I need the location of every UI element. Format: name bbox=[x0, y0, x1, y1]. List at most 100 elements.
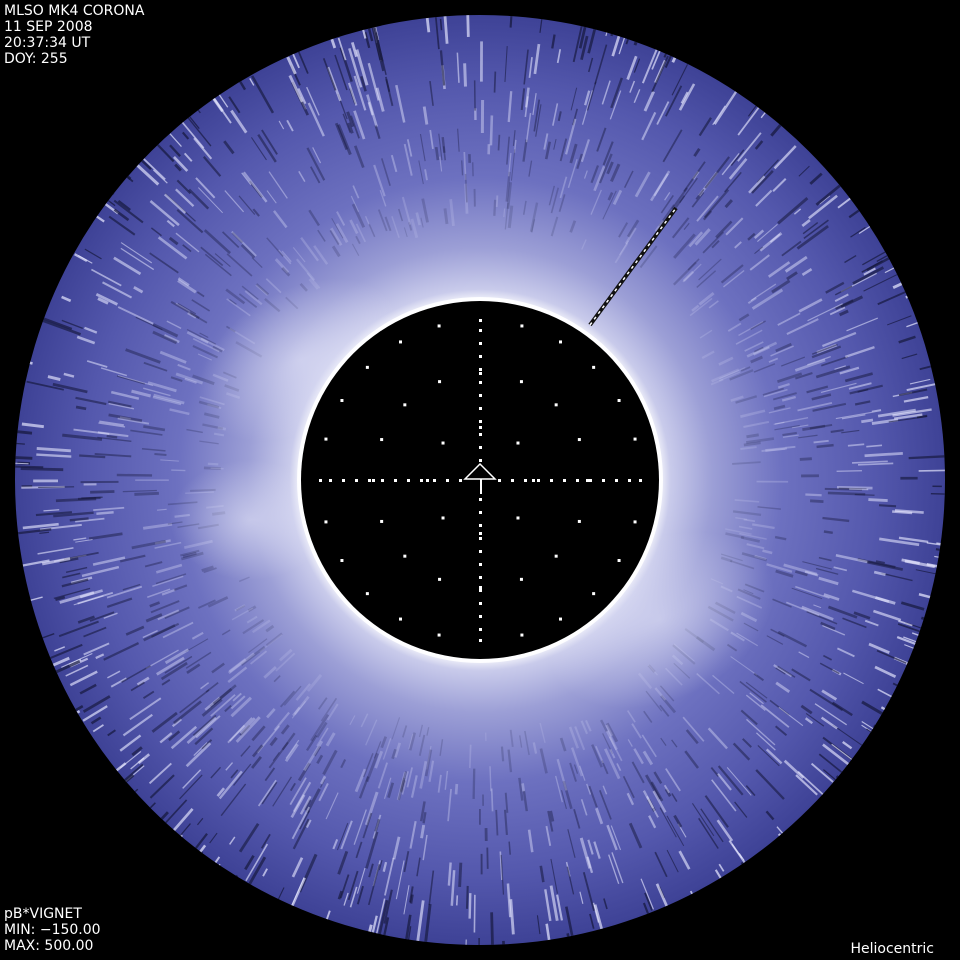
noise-streak bbox=[797, 402, 833, 412]
noise-streak bbox=[835, 554, 869, 564]
noise-streak bbox=[553, 138, 557, 150]
noise-streak bbox=[768, 407, 791, 414]
noise-streak bbox=[710, 378, 724, 386]
noise-streak bbox=[665, 768, 681, 792]
grid-dot bbox=[441, 516, 445, 520]
noise-streak bbox=[806, 610, 838, 625]
noise-streak bbox=[555, 775, 563, 803]
noise-streak bbox=[770, 345, 794, 357]
noise-streak bbox=[119, 734, 142, 752]
noise-streak bbox=[97, 436, 132, 442]
noise-streak bbox=[299, 795, 312, 815]
noise-streak bbox=[143, 425, 166, 432]
noise-streak bbox=[272, 776, 292, 807]
noise-streak bbox=[626, 710, 636, 723]
noise-streak bbox=[682, 263, 702, 283]
noise-streak bbox=[264, 767, 276, 782]
noise-streak bbox=[83, 642, 110, 656]
noise-streak bbox=[313, 745, 322, 757]
noise-streak bbox=[285, 739, 300, 759]
noise-streak bbox=[707, 727, 728, 750]
noise-streak bbox=[746, 437, 775, 444]
noise-streak bbox=[872, 609, 902, 622]
noise-streak bbox=[528, 160, 533, 177]
noise-streak bbox=[926, 542, 945, 550]
noise-streak bbox=[255, 283, 270, 296]
noise-streak bbox=[660, 195, 674, 214]
noise-streak bbox=[244, 290, 263, 306]
noise-streak bbox=[143, 387, 171, 397]
noise-streak bbox=[627, 739, 633, 747]
noise-streak bbox=[654, 851, 668, 878]
noise-streak bbox=[447, 862, 452, 886]
noise-streak bbox=[291, 806, 310, 840]
noise-streak bbox=[92, 556, 126, 566]
noise-streak bbox=[103, 156, 134, 183]
noise-streak bbox=[142, 690, 155, 700]
noise-streak bbox=[374, 125, 381, 140]
noise-streak bbox=[197, 187, 224, 214]
noise-streak bbox=[751, 169, 774, 194]
noise-streak bbox=[520, 88, 526, 111]
noise-streak bbox=[352, 185, 360, 199]
noise-streak bbox=[791, 668, 811, 682]
noise-streak bbox=[251, 725, 266, 742]
noise-streak bbox=[272, 751, 280, 762]
noise-streak bbox=[691, 304, 700, 312]
noise-streak bbox=[247, 605, 257, 612]
noise-streak bbox=[251, 756, 262, 769]
noise-streak bbox=[754, 140, 764, 150]
noise-streak bbox=[166, 219, 175, 228]
noise-streak bbox=[245, 843, 269, 882]
noise-streak bbox=[750, 283, 777, 302]
noise-streak bbox=[346, 111, 355, 128]
noise-streak bbox=[419, 761, 428, 789]
noise-streak bbox=[149, 200, 180, 227]
noise-streak bbox=[347, 870, 359, 901]
noise-streak bbox=[740, 861, 757, 884]
noise-streak bbox=[110, 788, 139, 814]
noise-streak bbox=[306, 147, 326, 181]
noise-streak bbox=[508, 152, 512, 177]
grid-dot bbox=[537, 479, 540, 482]
noise-streak bbox=[156, 508, 167, 511]
noise-streak bbox=[745, 694, 766, 711]
grid-dot bbox=[479, 498, 482, 501]
grid-dot bbox=[479, 381, 482, 384]
noise-streak bbox=[696, 195, 719, 222]
noise-streak bbox=[191, 299, 211, 312]
noise-streak bbox=[662, 129, 683, 163]
noise-streak bbox=[162, 621, 194, 639]
noise-streak bbox=[163, 334, 180, 344]
noise-streak bbox=[688, 231, 704, 248]
noise-streak bbox=[455, 895, 459, 906]
grid-dot bbox=[479, 433, 482, 436]
noise-streak bbox=[781, 240, 802, 257]
noise-streak bbox=[874, 596, 896, 605]
noise-streak bbox=[522, 200, 527, 215]
noise-streak bbox=[580, 139, 590, 163]
noise-streak bbox=[908, 454, 945, 460]
grid-dot bbox=[479, 394, 482, 397]
noise-streak bbox=[593, 841, 601, 859]
noise-streak bbox=[143, 361, 168, 372]
noise-streak bbox=[53, 511, 94, 518]
noise-streak bbox=[504, 792, 509, 813]
noise-streak bbox=[379, 189, 387, 207]
noise-streak bbox=[231, 231, 244, 244]
noise-streak bbox=[303, 740, 324, 772]
noise-streak bbox=[472, 768, 476, 799]
noise-streak bbox=[216, 787, 226, 797]
noise-streak bbox=[397, 771, 408, 801]
noise-streak bbox=[775, 342, 792, 353]
noise-streak bbox=[92, 724, 104, 733]
noise-streak bbox=[610, 77, 624, 109]
noise-streak bbox=[398, 208, 404, 222]
noise-streak bbox=[226, 253, 253, 277]
noise-streak bbox=[365, 719, 378, 746]
noise-streak bbox=[337, 37, 347, 61]
noise-streak bbox=[819, 662, 840, 675]
noise-streak bbox=[752, 523, 775, 530]
noise-streak bbox=[598, 153, 613, 184]
noise-streak bbox=[507, 205, 514, 229]
